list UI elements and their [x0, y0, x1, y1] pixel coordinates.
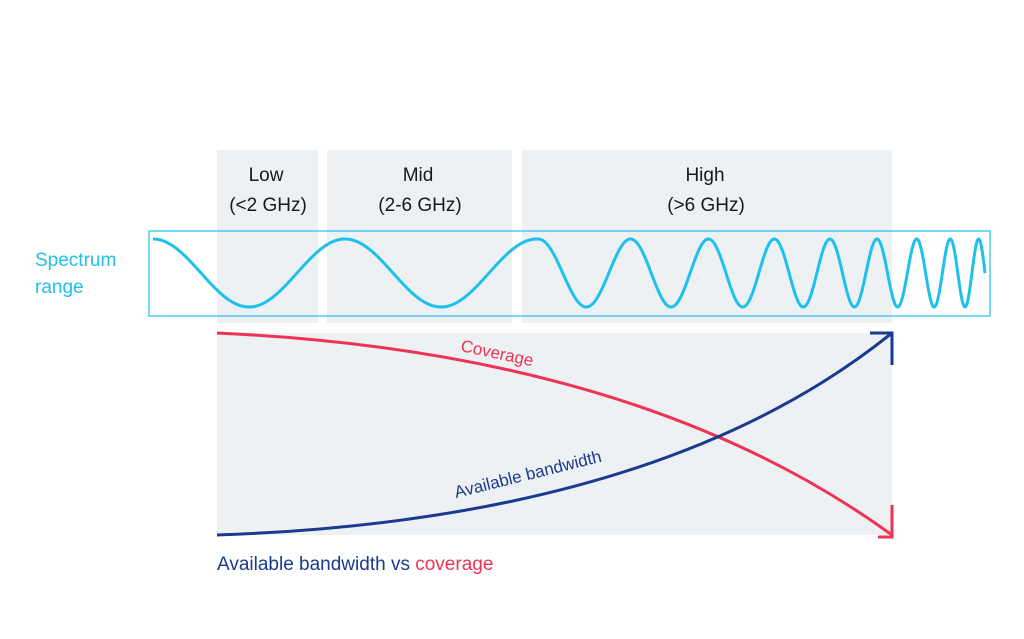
band-name: Mid: [403, 165, 434, 186]
tradeoff-panel: [217, 333, 892, 535]
band-range: (>6 GHz): [667, 195, 745, 216]
band-name: Low: [249, 165, 284, 186]
coverage-curve: [216, 331, 893, 537]
caption: Available bandwidth vs coverage: [217, 554, 493, 575]
spectrum-label: Spectrum: [35, 250, 116, 271]
caption-bandwidth: Available bandwidth: [217, 554, 386, 575]
spectrum-wave: [153, 237, 987, 309]
band-range: (2-6 GHz): [378, 195, 461, 216]
high-band-panel: [522, 150, 892, 323]
low-band-panel: [217, 150, 318, 323]
caption-coverage: coverage: [415, 554, 493, 575]
spectrum-label: range: [35, 277, 84, 298]
bandwidth-arrow: [870, 331, 894, 365]
spectrum-box: [148, 230, 991, 317]
coverage-arrow: [878, 505, 894, 539]
mid-band-panel: [327, 150, 512, 323]
caption-vs: vs: [391, 554, 410, 575]
band-name: High: [685, 165, 724, 186]
band-range: (<2 GHz): [229, 195, 307, 216]
bandwidth-curve: [216, 331, 893, 537]
